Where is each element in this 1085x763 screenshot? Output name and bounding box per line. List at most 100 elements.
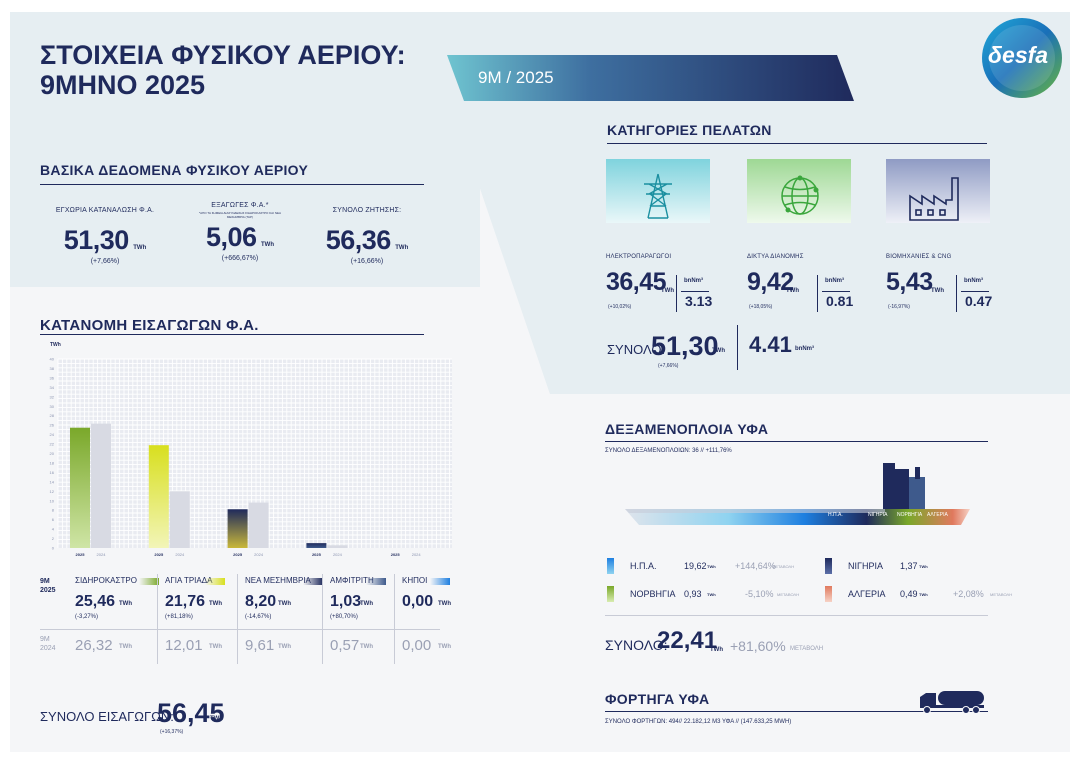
import-value-2024: 12,01 [165, 637, 203, 654]
trucks-section-rule [605, 711, 988, 712]
customer-category-value: 36,45 [606, 268, 667, 296]
bar-year-label: 2025 [312, 552, 322, 557]
lng-source-name: ΝΟΡΒΗΓΙΑ [630, 589, 676, 599]
ship-label-nigeria: ΝΙΓΗΡΙΑ [868, 512, 888, 518]
bar-2024 [248, 502, 269, 548]
lng-source-unit: TWh [919, 564, 928, 569]
imports-total-change: (+16,37%) [160, 729, 184, 735]
lng-source-swatch [607, 586, 614, 602]
bar-2024 [327, 545, 348, 548]
import-color-swatch [139, 578, 159, 585]
kpi-label: ΕΓΧΩΡΙΑ ΚΑΤΑΝΑΛΩΣΗ Φ.Α. [55, 207, 155, 214]
imports-total-label: ΣΥΝΟΛΟ ΕΙΣΑΓΩΓΩΝ: [40, 709, 174, 724]
lng-section-title: ΔΕΞΑΜΕΝΟΠΛΟΙΑ ΥΦΑ [605, 421, 769, 437]
lng-source-change: +144,64% [735, 561, 776, 571]
customer-volume-value: 0.81 [826, 293, 854, 309]
import-value-2024: 0,57 [330, 637, 360, 654]
imports-section-rule [40, 334, 424, 335]
import-unit-prev: TWh [119, 644, 132, 650]
chart-y-tick-label: 32 [50, 394, 55, 399]
customers-total-value: 51,30 [651, 331, 719, 361]
import-unit: TWh [278, 601, 291, 607]
bar-year-label: 2025 [233, 552, 243, 557]
customers-total-volume: 4.41 [749, 332, 792, 357]
chart-y-tick-label: 24 [50, 432, 55, 437]
import-unit: TWh [360, 601, 373, 607]
kpi-value: 56,36 [325, 225, 392, 255]
bar-year-label: 2024 [333, 552, 343, 557]
bar-2024 [91, 423, 111, 548]
bar-year-label: 2024 [254, 552, 264, 557]
import-value-2024: 9,61 [245, 637, 275, 654]
customer-card-power [606, 159, 710, 223]
chart-y-tick-label: 18 [50, 460, 55, 465]
imports-table-rule [40, 629, 440, 630]
bar-year-label: 2024 [97, 552, 107, 557]
customer-category-change: (-16,97%) [888, 304, 910, 310]
lng-subtitle: ΣΥΝΟΛΟ ΔΕΞΑΜΕΝΟΠΛΟΙΩΝ: 36 // +111,76% [605, 448, 732, 454]
row-label-2025-line2: 2025 [40, 587, 56, 594]
ship-label-algeria: ΑΛΓΕΡΙΑ [927, 512, 948, 518]
import-unit-prev: TWh [438, 644, 451, 650]
lng-source-value: 0,93 [684, 589, 702, 599]
kpi-unit: TWh [133, 245, 147, 251]
customer-category-label: ΒΙΟΜΗΧΑΝΙΕΣ & CNG [886, 254, 952, 260]
import-value-2025: 21,76 [165, 593, 206, 610]
basic-section-rule [40, 184, 424, 185]
import-value-2025: 1,03 [330, 593, 362, 610]
bar-year-label: 2025 [391, 552, 401, 557]
lng-total-label: ΣΥΝΟΛΟ: [605, 637, 668, 653]
customers-total-label: ΣΥΝΟΛΟ: [607, 342, 666, 357]
customer-volume-unit: bnNm³ [684, 278, 703, 284]
lng-source-swatch [825, 558, 832, 574]
lng-source-value: 19,62 [684, 561, 707, 571]
lng-total-value: 22,41 [657, 627, 718, 654]
customer-card-industry [886, 159, 990, 223]
power-tower-icon [644, 173, 672, 219]
row-label-2025-line1: 9M [40, 578, 50, 585]
import-color-swatch [303, 578, 323, 585]
customer-category-divider [817, 275, 818, 312]
lng-ship-graphic [625, 463, 970, 525]
imports-total-value: 56,45 [157, 698, 225, 728]
kpi-change: (+666,67%) [221, 255, 259, 262]
import-change: (+80,70%) [330, 614, 358, 620]
chart-y-tick-label: 28 [50, 413, 55, 418]
import-point-name: ΝΕΑ ΜΕΣΗΜΒΡΙΑ [245, 576, 311, 585]
lng-source-change-label: ΜΕΤΑΒΟΛΗ [772, 564, 795, 569]
bar-2025 [70, 427, 90, 548]
kpi-unit: TWh [395, 245, 409, 251]
lng-source-change-label: ΜΕΤΑΒΟΛΗ [990, 592, 1013, 597]
import-value-2024: 26,32 [75, 637, 113, 654]
lng-source-unit: TWh [919, 592, 928, 597]
customer-category-unit: TWh [661, 288, 674, 294]
period-tab-shape [447, 55, 854, 101]
import-change: (+81,18%) [165, 614, 193, 620]
trucks-section-title: ΦΟΡΤΗΓΑ ΥΦΑ [605, 691, 710, 707]
row-label-2025: 9M 2025 [40, 577, 56, 595]
import-column-divider [157, 574, 158, 664]
imports-total-unit: TWh [210, 716, 223, 722]
kpi-consumption: ΕΓΧΩΡΙΑ ΚΑΤΑΝΑΛΩΣΗ Φ.Α. 51,30 TWh (+7,66… [40, 207, 170, 265]
infographic-page: ΣΤΟΙΧΕΙΑ ΦΥΣΙΚΟΥ ΑΕΡΙΟΥ: 9ΜΗΝΟ 2025 9M /… [10, 12, 1070, 752]
chart-y-tick-label: 8 [52, 508, 55, 513]
kpi-change: (+7,66%) [90, 258, 120, 265]
customers-section-rule [607, 143, 987, 144]
import-color-swatch [430, 578, 450, 585]
customers-total-volume-unit: bnNm³ [795, 346, 814, 352]
lng-section-rule [605, 441, 988, 442]
customer-category-label: ΗΛΕΚΤΡΟΠΑΡΑΓΩΓΟΙ [606, 254, 672, 260]
lng-total-unit: TWh [710, 647, 723, 653]
import-change: (-3,27%) [75, 614, 99, 620]
import-unit: TWh [438, 601, 451, 607]
chart-y-tick-label: 12 [50, 489, 55, 494]
customer-category-change: (+10,02%) [608, 304, 632, 310]
chart-y-tick-label: 22 [50, 442, 55, 447]
chart-y-tick-label: 34 [50, 385, 55, 390]
import-color-swatch [205, 578, 225, 585]
globe-network-icon [781, 175, 819, 215]
kpi-exports: ΕΞΑΓΩΓΕΣ Φ.Α.* *ΑΠΟ ΤΑ ΣΗΜΕΙΑ ΔΙΑΣΥΝΔΕΣΗ… [175, 202, 305, 262]
customer-category-value: 9,42 [747, 268, 794, 296]
customer-volume-rule [681, 291, 709, 292]
customer-category-divider [956, 275, 957, 312]
